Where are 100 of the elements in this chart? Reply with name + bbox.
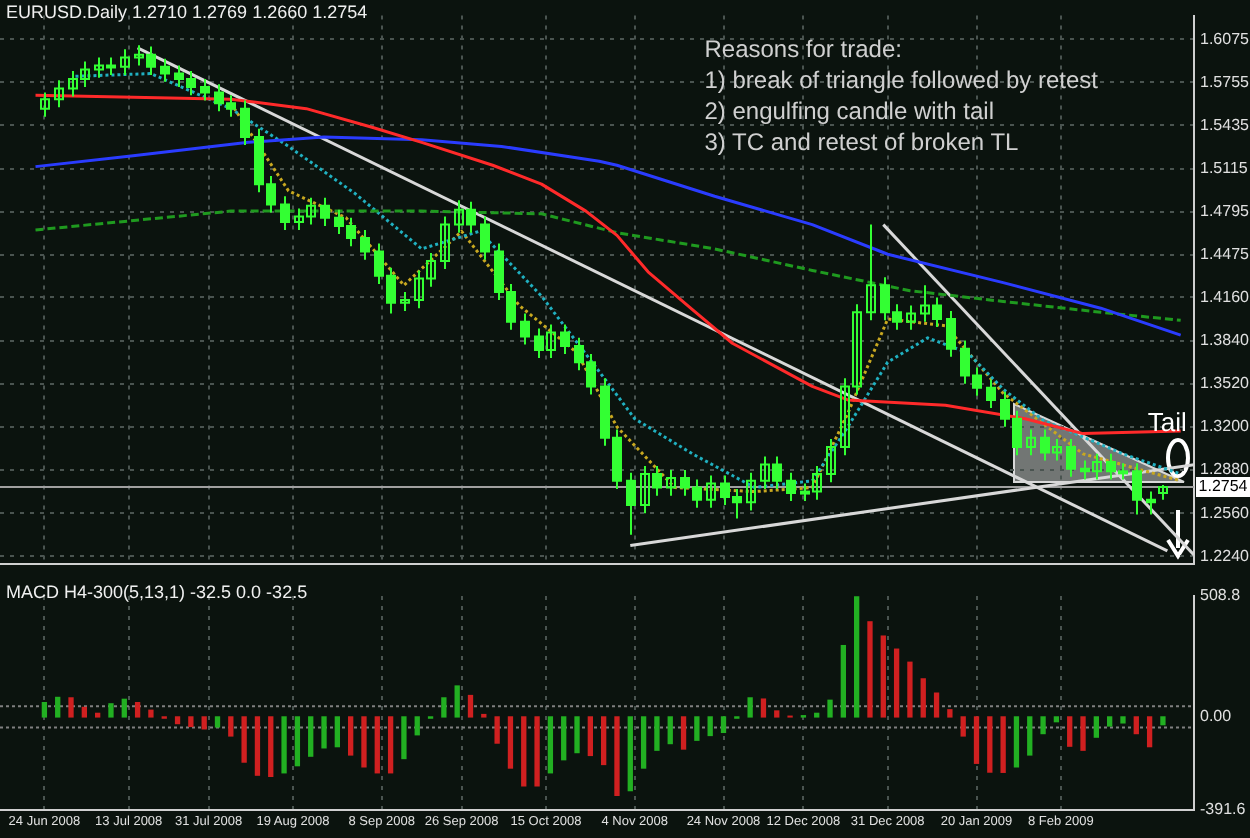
bar <box>694 716 700 741</box>
bar <box>960 716 966 737</box>
y-tick-label: 1.3200 <box>1200 417 1250 436</box>
y-tick-label: -391.6 <box>1200 800 1247 819</box>
bar <box>973 716 980 764</box>
bar <box>627 716 633 792</box>
bar <box>188 716 194 728</box>
bar <box>774 710 780 718</box>
annotation: 3) TC and retest of broken TL <box>704 127 1020 156</box>
bar <box>840 644 847 718</box>
chart-title: MACD H4-300(5,13,1) -32.5 0.0 -32.5 <box>6 581 308 602</box>
bar <box>68 697 74 718</box>
bar <box>521 716 527 787</box>
bar <box>907 661 913 718</box>
candlestick <box>906 304 916 331</box>
bar <box>254 716 261 776</box>
bar <box>601 716 607 766</box>
candlestick <box>54 79 64 109</box>
bar <box>720 716 727 734</box>
y-tick-label: 1.6075 <box>1200 29 1250 48</box>
bar <box>268 716 274 778</box>
y-tick-label: 0.00 <box>1200 707 1233 726</box>
y-tick-label: 1.4475 <box>1200 245 1250 264</box>
bar <box>347 716 354 756</box>
bar <box>1067 716 1073 747</box>
candlestick <box>1026 428 1036 457</box>
bar <box>947 709 953 718</box>
bar <box>1027 716 1033 756</box>
bar <box>760 698 767 718</box>
bar <box>414 716 420 736</box>
y-tick-label: 1.2880 <box>1200 460 1250 479</box>
bar <box>148 709 154 718</box>
bar <box>534 716 540 787</box>
bar <box>827 699 833 718</box>
bar <box>654 716 660 751</box>
bar <box>467 694 474 718</box>
bar <box>387 716 394 774</box>
candlestick <box>40 91 50 118</box>
annotation: Reasons for trade: <box>704 34 902 63</box>
candlestick <box>866 223 876 322</box>
bar <box>334 716 340 748</box>
bar <box>174 716 181 725</box>
bar <box>814 712 820 718</box>
candlestick <box>706 474 716 509</box>
y-tick-label: 1.5755 <box>1200 72 1250 91</box>
y-tick-label: 1.3840 <box>1200 330 1250 349</box>
bar <box>401 716 407 760</box>
y-tick-label: 1.3520 <box>1200 374 1250 393</box>
ref-line-label: 1.2754 <box>1198 477 1249 496</box>
bar <box>494 716 500 744</box>
bar <box>1120 716 1126 724</box>
bar <box>374 716 380 774</box>
bar <box>1093 716 1100 738</box>
bar <box>987 716 993 773</box>
bar <box>707 716 713 737</box>
candlestick <box>746 471 756 512</box>
bar <box>108 703 114 718</box>
bar <box>55 696 61 718</box>
bar <box>893 648 900 718</box>
bar <box>94 712 101 718</box>
y-tick-label: 1.2240 <box>1200 546 1250 565</box>
bar <box>574 716 580 754</box>
annotation: Tail <box>1147 407 1188 438</box>
y-tick-label: 1.5115 <box>1200 159 1249 178</box>
y-tick-label: 1.4795 <box>1200 202 1250 221</box>
candlestick <box>120 48 130 76</box>
bar <box>680 716 687 750</box>
bar <box>587 716 593 757</box>
bar <box>1133 716 1139 735</box>
bar <box>933 692 940 718</box>
bar <box>361 716 367 768</box>
bar <box>321 716 327 749</box>
y-tick-label: 1.4160 <box>1200 287 1250 306</box>
bar <box>1160 716 1166 726</box>
bar <box>228 716 234 737</box>
bar <box>134 702 141 718</box>
line-series <box>34 209 1183 322</box>
bar <box>241 716 247 763</box>
bar <box>1107 716 1113 727</box>
bar <box>441 697 447 718</box>
bar <box>201 716 207 730</box>
bar <box>547 716 554 774</box>
bar <box>281 716 287 774</box>
bar <box>1053 716 1060 723</box>
chart-title: EURUSD.Daily 1.2710 1.2769 1.2660 1.2754 <box>6 1 368 22</box>
annotation: 1) break of triangle followed by retest <box>704 65 1100 94</box>
bar <box>214 716 221 728</box>
bar <box>121 698 127 718</box>
y-tick-label: 1.5435 <box>1200 115 1250 134</box>
bar <box>1000 716 1006 773</box>
bar <box>614 716 620 797</box>
bar <box>41 702 48 718</box>
y-tick-label: 1.2560 <box>1200 503 1250 522</box>
bar <box>507 716 514 769</box>
bar <box>640 716 647 769</box>
bar <box>1040 716 1046 735</box>
bar <box>867 621 873 718</box>
bar <box>854 596 860 718</box>
candlestick <box>666 469 676 497</box>
bar <box>294 716 301 767</box>
